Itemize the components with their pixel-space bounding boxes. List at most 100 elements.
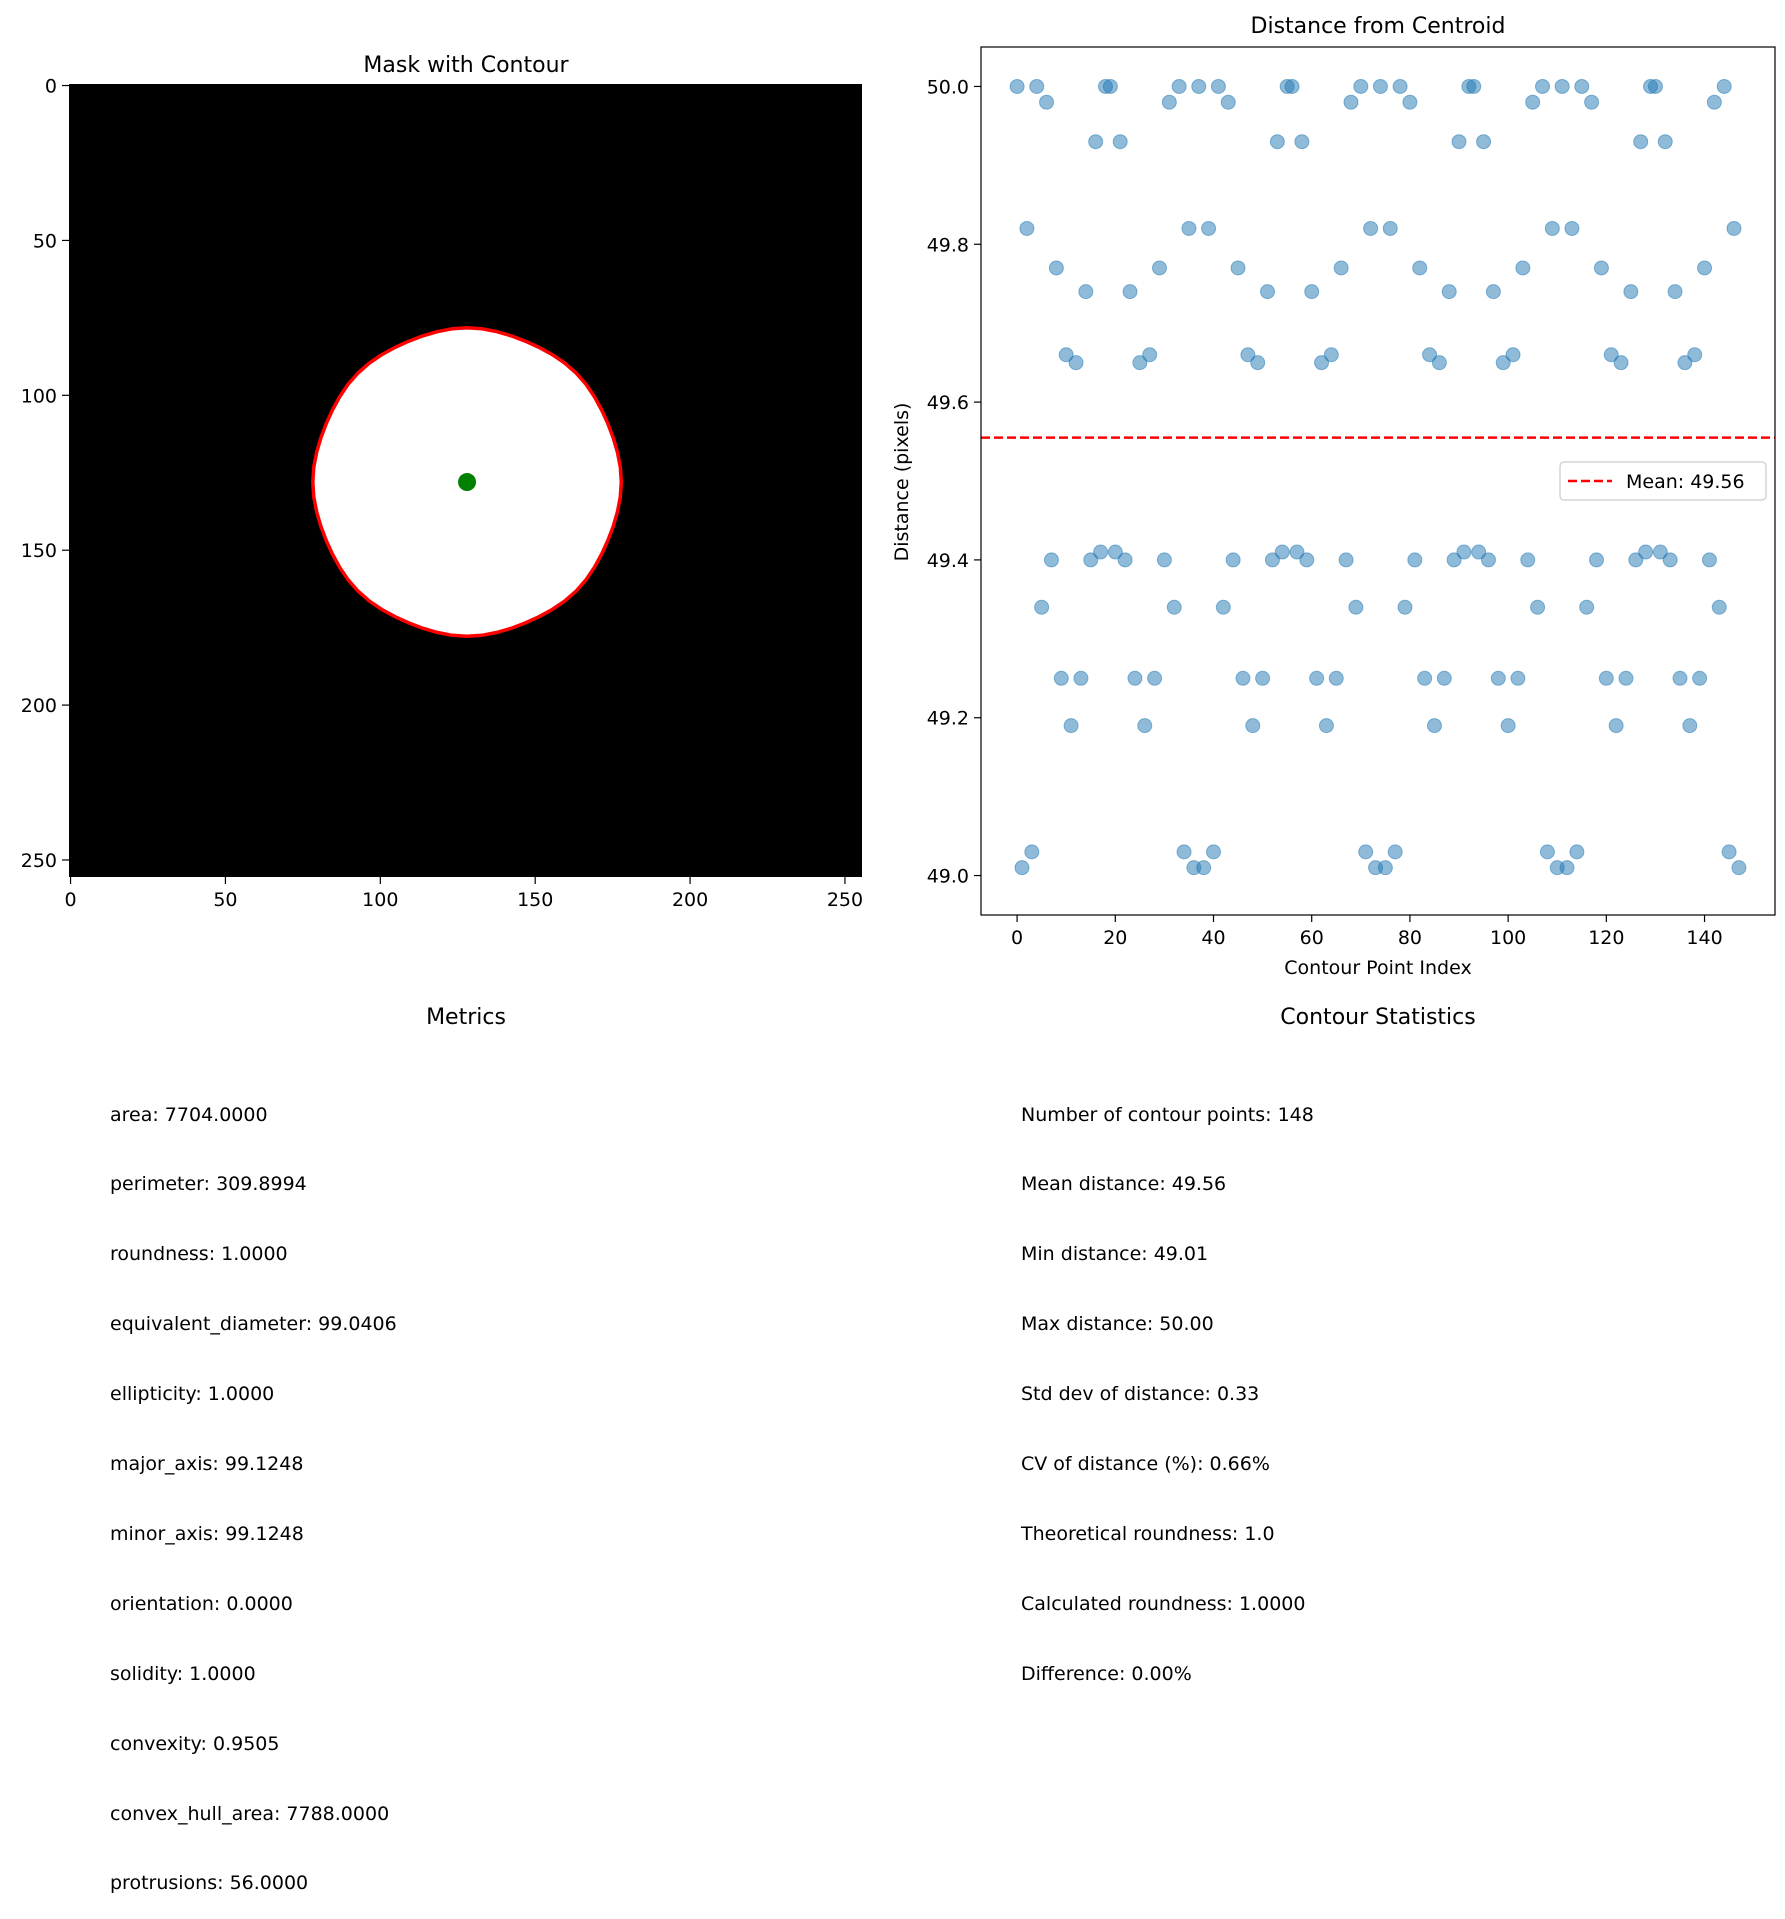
scatter-point bbox=[1078, 284, 1094, 300]
distance-panel: Distance from Centroid 0 20 40 60 80 100 120 14… bbox=[891, 14, 1776, 979]
scatter-x-label: Contour Point Index bbox=[1284, 957, 1471, 979]
scatter-point bbox=[1137, 718, 1153, 734]
scatter-point bbox=[1151, 260, 1167, 276]
scatter-point bbox=[1387, 844, 1403, 860]
scatter-point bbox=[1112, 134, 1128, 150]
scatter-point bbox=[1495, 355, 1511, 371]
scatter-point bbox=[1638, 544, 1654, 560]
scatter-point bbox=[1014, 860, 1030, 876]
scatter-point bbox=[1603, 347, 1619, 363]
scatter-point bbox=[1093, 544, 1109, 560]
scatter-point bbox=[1613, 355, 1629, 371]
scatter-point bbox=[1657, 134, 1673, 150]
scatter-point bbox=[1574, 78, 1590, 94]
scatter-point bbox=[1122, 284, 1138, 300]
scatter-point bbox=[1338, 552, 1354, 568]
scatter-point bbox=[1647, 78, 1663, 94]
scatter-points bbox=[1009, 78, 1747, 876]
scatter-point bbox=[1166, 599, 1182, 615]
scatter-point bbox=[1181, 220, 1197, 236]
stat-line: Theoretical roundness: 1.0 bbox=[1021, 1522, 1275, 1545]
scatter-point bbox=[1544, 220, 1560, 236]
metric-line: convexity: 0.9505 bbox=[110, 1732, 280, 1755]
scatter-point bbox=[1142, 347, 1158, 363]
scatter-x-tick-label: 60 bbox=[1300, 927, 1324, 949]
mask-x-tick-label: 200 bbox=[672, 889, 708, 911]
mask-panel: Mask with Contour 0 50 100 150 200 250 0 50 100… bbox=[21, 53, 863, 911]
scatter-point bbox=[1363, 220, 1379, 236]
legend: Mean: 49.56 bbox=[1559, 461, 1767, 501]
scatter-y-label: Distance (pixels) bbox=[891, 403, 913, 562]
stat-line: Difference: 0.00% bbox=[1021, 1662, 1192, 1685]
scatter-point bbox=[1240, 347, 1256, 363]
scatter-point bbox=[1530, 599, 1546, 615]
scatter-point bbox=[1019, 220, 1035, 236]
scatter-point bbox=[1225, 552, 1241, 568]
scatter-point bbox=[1535, 78, 1550, 94]
scatter-point bbox=[1466, 78, 1482, 94]
scatter-point bbox=[1127, 670, 1143, 686]
scatter-point bbox=[1701, 552, 1717, 568]
scatter-point bbox=[1422, 347, 1438, 363]
stat-line: Std dev of distance: 0.33 bbox=[1021, 1383, 1260, 1406]
scatter-point bbox=[1102, 78, 1118, 94]
scatter-point bbox=[1456, 544, 1472, 560]
scatter-point bbox=[1333, 260, 1349, 276]
scatter-point bbox=[1382, 220, 1398, 236]
scatter-point bbox=[1230, 260, 1246, 276]
stat-line: CV of distance (%): 0.66% bbox=[1021, 1453, 1270, 1476]
scatter-point bbox=[1318, 718, 1334, 734]
scatter-x-tick-label: 40 bbox=[1201, 927, 1225, 949]
scatter-point bbox=[1274, 544, 1290, 560]
scatter-point bbox=[1220, 94, 1236, 110]
scatter-point bbox=[1171, 78, 1187, 94]
scatter-point bbox=[1377, 860, 1393, 876]
scatter-point bbox=[1505, 347, 1521, 363]
scatter-point bbox=[1476, 134, 1492, 150]
scatter-point bbox=[1289, 544, 1305, 560]
stats-title: Contour Statistics bbox=[1280, 1005, 1475, 1030]
scatter-point bbox=[1608, 718, 1624, 734]
stat-line: Min distance: 49.01 bbox=[1021, 1243, 1209, 1266]
scatter-x-tick-label: 140 bbox=[1686, 927, 1722, 949]
scatter-point bbox=[1490, 670, 1506, 686]
metric-line: ellipticity: 1.0000 bbox=[110, 1383, 275, 1406]
stat-line: Calculated roundness: 1.0000 bbox=[1021, 1592, 1306, 1615]
scatter-point bbox=[1191, 78, 1207, 94]
scatter-point bbox=[1569, 844, 1585, 860]
scatter-point bbox=[1034, 599, 1050, 615]
scatter-point bbox=[1353, 78, 1369, 94]
scatter-x-tick-label: 100 bbox=[1490, 927, 1526, 949]
scatter-point bbox=[1294, 134, 1310, 150]
scatter-x-tick-label: 120 bbox=[1588, 927, 1624, 949]
mask-x-ticks: 0 50 100 150 200 250 bbox=[65, 877, 863, 911]
stats-list: Number of contour points: 148 Mean dista… bbox=[1021, 1057, 1314, 1709]
scatter-point bbox=[1304, 284, 1320, 300]
scatter-point bbox=[1210, 78, 1226, 94]
scatter-y-tick-label: 49.4 bbox=[927, 550, 969, 572]
scatter-point bbox=[1711, 599, 1727, 615]
scatter-point bbox=[1667, 284, 1683, 300]
scatter-point bbox=[1716, 78, 1732, 94]
scatter-point bbox=[1564, 220, 1580, 236]
scatter-point bbox=[1299, 552, 1315, 568]
scatter-point bbox=[1029, 78, 1045, 94]
scatter-ticks: 0 20 40 60 80 100 120 140 49.0 49.2 49.4 49.6 49.8 50… bbox=[927, 76, 1723, 949]
scatter-point bbox=[1348, 599, 1364, 615]
scatter-point bbox=[1520, 552, 1536, 568]
scatter-point bbox=[1554, 78, 1570, 94]
scatter-point bbox=[1269, 134, 1285, 150]
scatter-point bbox=[1598, 670, 1614, 686]
scatter-point bbox=[1426, 718, 1442, 734]
scatter-point bbox=[1260, 284, 1276, 300]
scatter-point bbox=[1039, 94, 1055, 110]
scatter-point bbox=[1156, 552, 1172, 568]
scatter-point bbox=[1117, 552, 1133, 568]
scatter-point bbox=[1628, 552, 1644, 568]
scatter-point bbox=[1682, 718, 1698, 734]
scatter-point bbox=[1063, 718, 1079, 734]
distance-title: Distance from Centroid bbox=[1251, 14, 1506, 39]
scatter-point bbox=[1176, 844, 1192, 860]
scatter-point bbox=[1088, 134, 1104, 150]
stat-line: Number of contour points: 148 bbox=[1021, 1103, 1314, 1126]
